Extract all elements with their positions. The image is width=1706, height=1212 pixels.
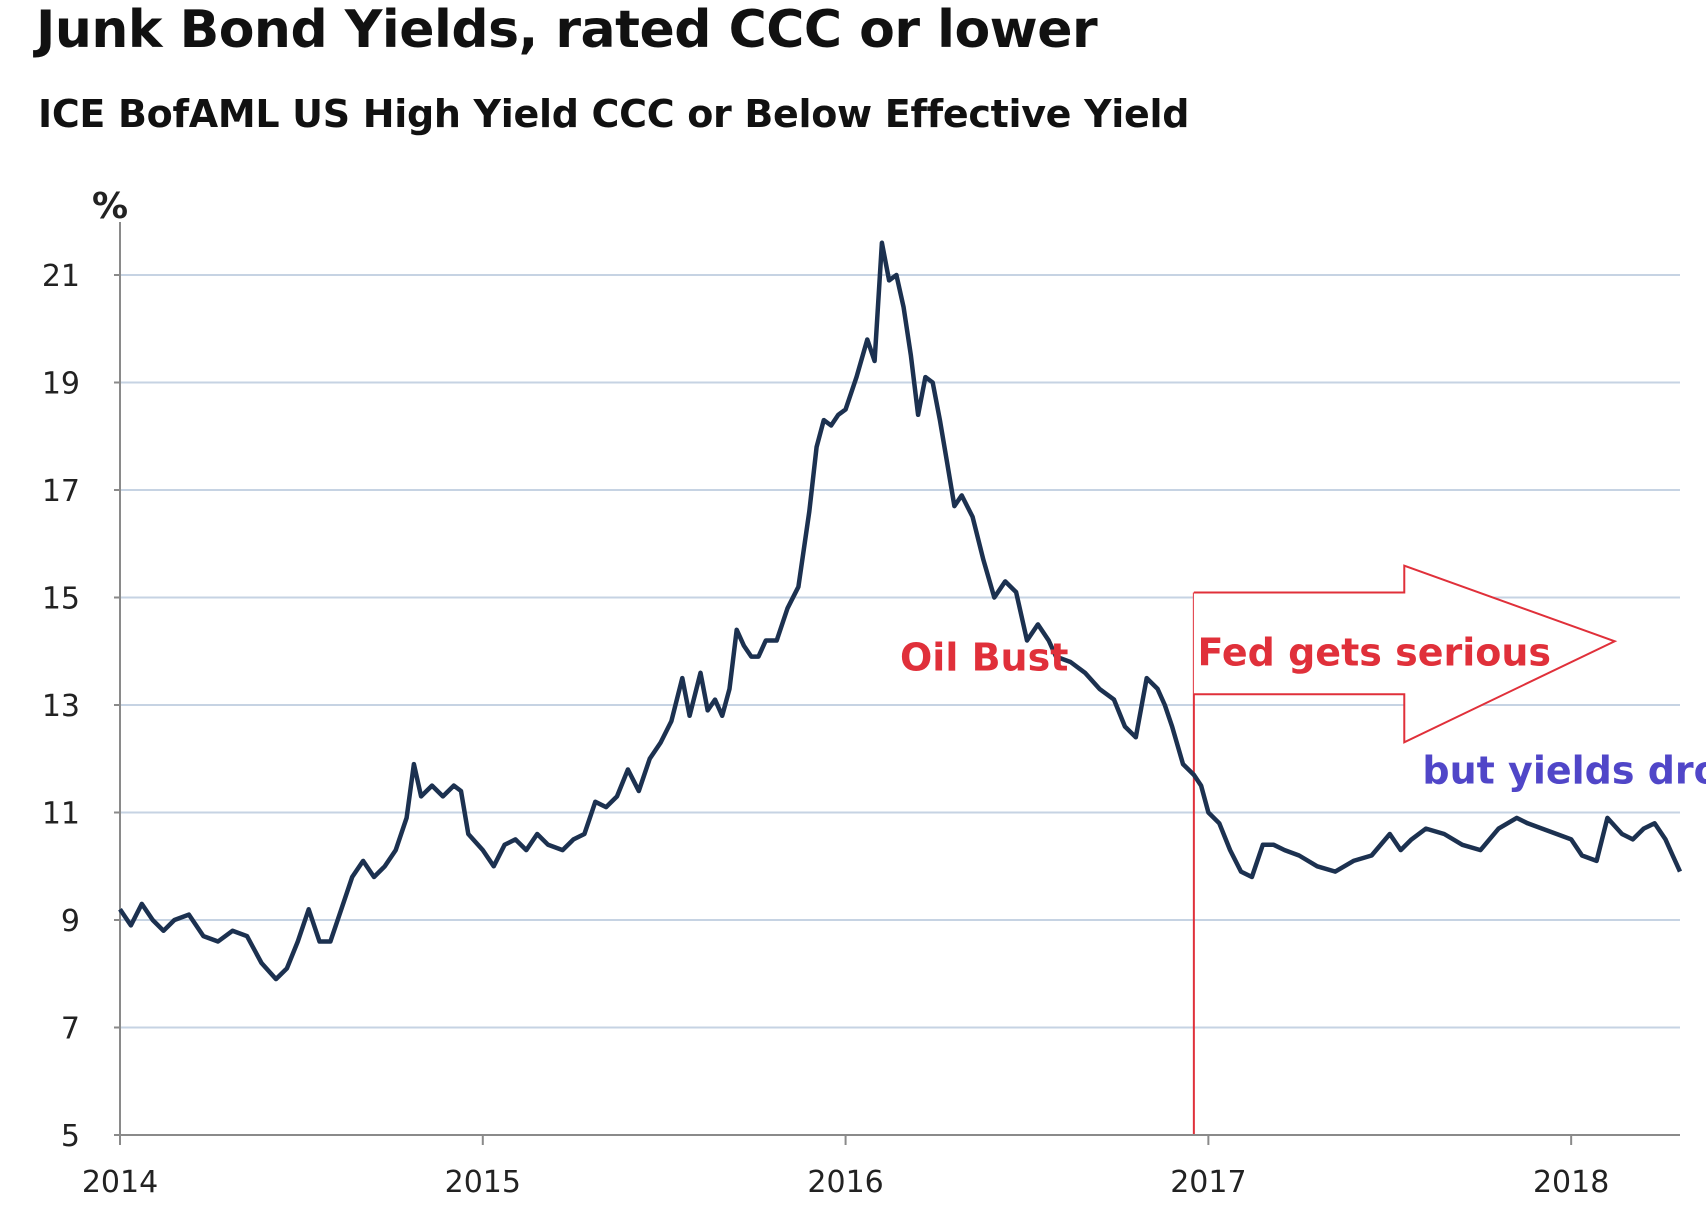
x-tick-label: 2017 (1170, 1165, 1246, 1200)
y-tick-label: 19 (42, 367, 80, 402)
series-line (118, 240, 1683, 982)
axes (119, 222, 1680, 1136)
y-tick-label: 5 (61, 1119, 80, 1154)
x-tick-label: 2014 (82, 1165, 158, 1200)
y-tick-label: 9 (61, 904, 80, 939)
annotation-oil-bust: Oil Bust (900, 636, 1068, 680)
x-axis-ticks: 2014 2015 2016 2017 2018 (82, 1135, 1609, 1200)
y-axis-unit-label: % (92, 186, 128, 227)
annotations: Oil Bust Fed gets serious but yields drop (900, 630, 1706, 792)
y-tick-label: 13 (42, 689, 80, 724)
x-tick-label: 2018 (1533, 1165, 1609, 1200)
fed-arrow-annotation (1192, 564, 1618, 1135)
y-tick-label: 11 (42, 797, 80, 832)
y-tick-label: 21 (42, 259, 80, 294)
annotation-but-yields-drop: but yields drop (1422, 749, 1706, 793)
x-tick-label: 2015 (445, 1165, 521, 1200)
annotation-fed-gets-serious: Fed gets serious (1197, 630, 1551, 674)
chart-subtitle: ICE BofAML US High Yield CCC or Below Ef… (38, 92, 1190, 136)
y-tick-label: 7 (61, 1012, 80, 1047)
y-tick-label: 17 (42, 474, 80, 509)
y-tick-label: 15 (42, 582, 80, 617)
chart-title: Junk Bond Yields, rated CCC or lower (36, 0, 1098, 60)
x-tick-label: 2016 (807, 1165, 883, 1200)
fed-right-arrow (1193, 564, 1618, 744)
y-axis-ticks: 5 7 9 11 13 15 17 19 21 (42, 259, 120, 1154)
